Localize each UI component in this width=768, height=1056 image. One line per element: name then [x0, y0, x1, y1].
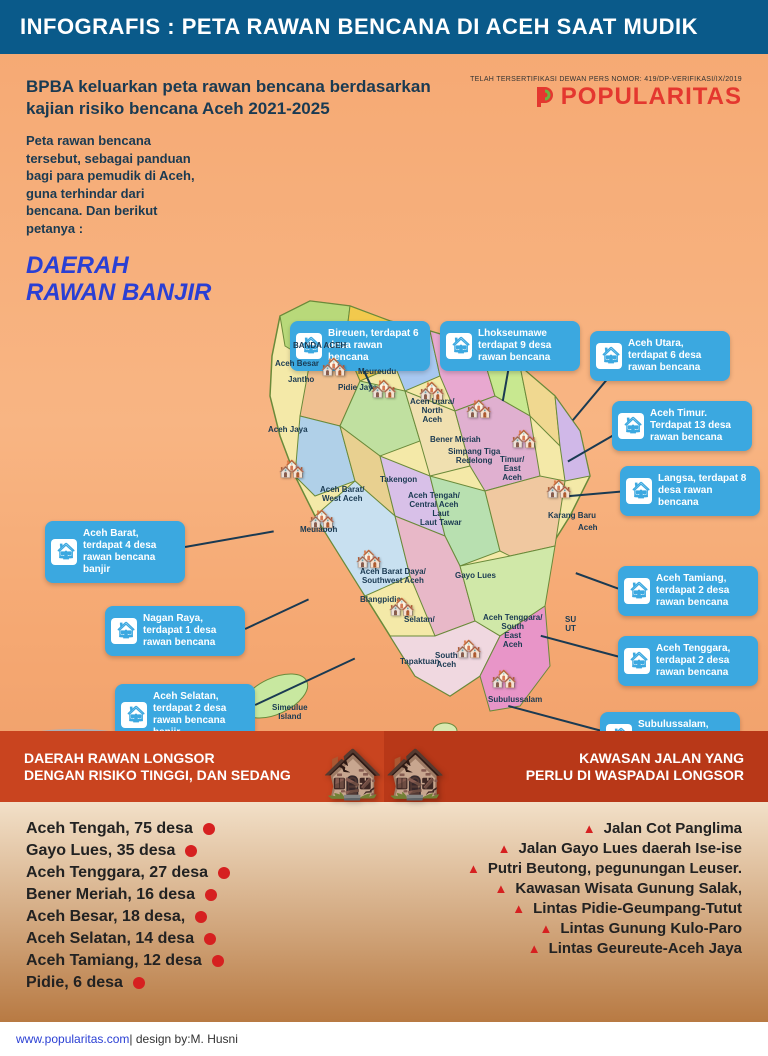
longsor-item: Aceh Selatan, 14 desa — [26, 930, 384, 948]
jalan-item: Putri Beutong, pegunungan Leuser. — [384, 860, 742, 877]
longsor-item: Gayo Lues, 35 desa — [26, 842, 384, 860]
map-region-label: Aceh — [578, 524, 598, 533]
map-region-label: Subulussalam — [488, 696, 542, 705]
map-region-label: Takengon — [380, 476, 417, 485]
footer-sep: | design by: — [129, 1032, 190, 1046]
flood-callout: Aceh Timur. Terdapat 13 desa rawan benca… — [612, 401, 752, 451]
intro-row: BPBA keluarkan peta rawan bencana berdas… — [0, 54, 768, 128]
map-region-label: Gayo Lues — [455, 572, 496, 581]
flood-callout: Lhokseumawe terdapat 9 desa rawan bencan… — [440, 321, 580, 371]
page-title: INFOGRAFIS : PETA RAWAN BENCANA DI ACEH … — [20, 14, 748, 40]
flood-house-icon: 🏘️ — [278, 456, 305, 482]
longsor-list: Aceh Tengah, 75 desa Gayo Lues, 35 desa Ac… — [26, 820, 384, 1012]
flood-house-icon: 🏘️ — [355, 546, 382, 572]
intro-text: BPBA keluarkan peta rawan bencana berdas… — [26, 76, 446, 120]
header-bar: INFOGRAFIS : PETA RAWAN BENCANA DI ACEH … — [0, 0, 768, 54]
map-region-label: Simpang Tiga Redelong — [448, 448, 500, 466]
flood-callout: Langsa, terdapat 8 desa rawan bencana — [620, 466, 760, 516]
flood-callout: Nagan Raya, terdapat 1 desa rawan bencan… — [105, 606, 245, 656]
flood-house-icon: 🏘️ — [320, 354, 347, 380]
map-region-label: Aceh Besar — [275, 360, 319, 369]
flood-house-icon: 🏘️ — [308, 506, 335, 532]
landslide-houses-icon: 🏚️🏚️ — [322, 744, 447, 803]
jalan-list: Jalan Cot Panglima Jalan Gayo Lues daerah… — [384, 820, 742, 1012]
longsor-item: Aceh Besar, 18 desa, — [26, 908, 384, 926]
brand-logo: POPULARITAS — [470, 83, 742, 111]
flood-house-icon: 🏘️ — [545, 476, 572, 502]
jalan-item: Jalan Gayo Lues daerah Ise-ise — [384, 840, 742, 857]
flood-callout: Aceh Tenggara, terdapat 2 desa rawan ben… — [618, 636, 758, 686]
map-region-label: Tapaktuan — [400, 658, 439, 667]
longsor-item: Bener Meriah, 16 desa — [26, 886, 384, 904]
map-region-label: Aceh Tenggara/ South East Aceh — [483, 614, 542, 649]
jalan-item: Lintas Gunung Kulo-Paro — [384, 920, 742, 937]
jalan-item: Lintas Geureute-Aceh Jaya — [384, 940, 742, 957]
description: Peta rawan bencana tersebut, sebagai pan… — [0, 128, 230, 241]
brand-icon — [531, 85, 555, 109]
map-region-label: Aceh Jaya — [268, 426, 308, 435]
map-region-label: Simeulue Island — [272, 704, 308, 722]
map-region-label: SU UT — [565, 616, 576, 634]
map-region-label: Timur/ East Aceh — [500, 456, 524, 482]
longsor-item: Aceh Tenggara, 27 desa — [26, 864, 384, 882]
flood-house-icon: 🏘️ — [465, 396, 492, 422]
map-region-label: Karang Baru — [548, 512, 596, 521]
cert-text: TELAH TERSERTIFIKASI DEWAN PERS NOMOR: 4… — [470, 76, 742, 83]
footer-url: www.popularitas.com — [16, 1032, 129, 1046]
longsor-item: Aceh Tengah, 75 desa — [26, 820, 384, 838]
brand-box: TELAH TERSERTIFIKASI DEWAN PERS NOMOR: 4… — [470, 76, 742, 120]
jalan-item: Jalan Cot Panglima — [384, 820, 742, 837]
flood-callout: Aceh Tamiang, terdapat 2 desa rawan benc… — [618, 566, 758, 616]
jalan-item: Lintas Pidie-Geumpang-Tutut — [384, 900, 742, 917]
flood-callout: Aceh Barat, terdapat 4 desa rawan bencan… — [45, 521, 185, 583]
map-region-label: Jantho — [288, 376, 314, 385]
map-region-label: Aceh Tengah/ Central Aceh — [408, 492, 460, 510]
footer: www.popularitas.com | design by: M. Husn… — [0, 1022, 768, 1056]
longsor-item: Pidie, 6 desa — [26, 974, 384, 992]
map-region-label: Laut Laut Tawar — [420, 510, 462, 528]
map-region-label: Bener Meriah — [430, 436, 481, 445]
map-region-label: BANDA ACEH — [293, 342, 346, 351]
flood-house-icon: 🏘️ — [370, 376, 397, 402]
map-region-label: Aceh Barat/ West Aceh — [320, 486, 364, 504]
flood-callout: Aceh Utara, terdapat 6 desa rawan bencan… — [590, 331, 730, 381]
longsor-item: Aceh Tamiang, 12 desa — [26, 952, 384, 970]
flood-house-icon: 🏘️ — [490, 666, 517, 692]
footer-designer: M. Husni — [191, 1032, 238, 1046]
flood-house-icon: 🏘️ — [418, 378, 445, 404]
flood-house-icon: 🏘️ — [455, 636, 482, 662]
flood-house-icon: 🏘️ — [510, 426, 537, 452]
jalan-item: Kawasan Wisata Gunung Salak, — [384, 880, 742, 897]
bottom-lists: Aceh Tengah, 75 desa Gayo Lues, 35 desa Ac… — [0, 802, 768, 1022]
flood-house-icon: 🏘️ — [388, 594, 415, 620]
